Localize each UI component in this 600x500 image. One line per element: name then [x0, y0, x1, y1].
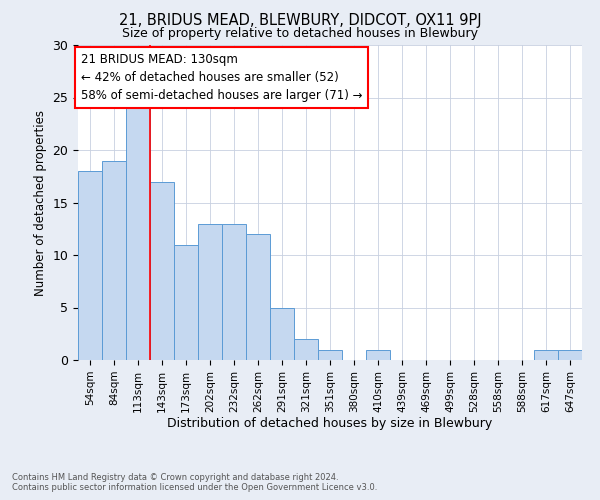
Bar [534, 350, 558, 360]
Text: 21, BRIDUS MEAD, BLEWBURY, DIDCOT, OX11 9PJ: 21, BRIDUS MEAD, BLEWBURY, DIDCOT, OX11 … [119, 12, 481, 28]
Text: Contains HM Land Registry data © Crown copyright and database right 2024.
Contai: Contains HM Land Registry data © Crown c… [12, 473, 377, 492]
Bar [150, 182, 174, 360]
Bar [294, 339, 318, 360]
Bar [558, 350, 582, 360]
Text: Size of property relative to detached houses in Blewbury: Size of property relative to detached ho… [122, 28, 478, 40]
Bar [102, 160, 126, 360]
Bar [270, 308, 294, 360]
Bar [198, 224, 222, 360]
Bar [366, 350, 390, 360]
Bar [318, 350, 342, 360]
Bar [246, 234, 270, 360]
Bar [78, 171, 102, 360]
X-axis label: Distribution of detached houses by size in Blewbury: Distribution of detached houses by size … [167, 418, 493, 430]
Text: 21 BRIDUS MEAD: 130sqm
← 42% of detached houses are smaller (52)
58% of semi-det: 21 BRIDUS MEAD: 130sqm ← 42% of detached… [80, 53, 362, 102]
Y-axis label: Number of detached properties: Number of detached properties [34, 110, 47, 296]
Bar [174, 244, 198, 360]
Bar [126, 108, 150, 360]
Bar [222, 224, 246, 360]
